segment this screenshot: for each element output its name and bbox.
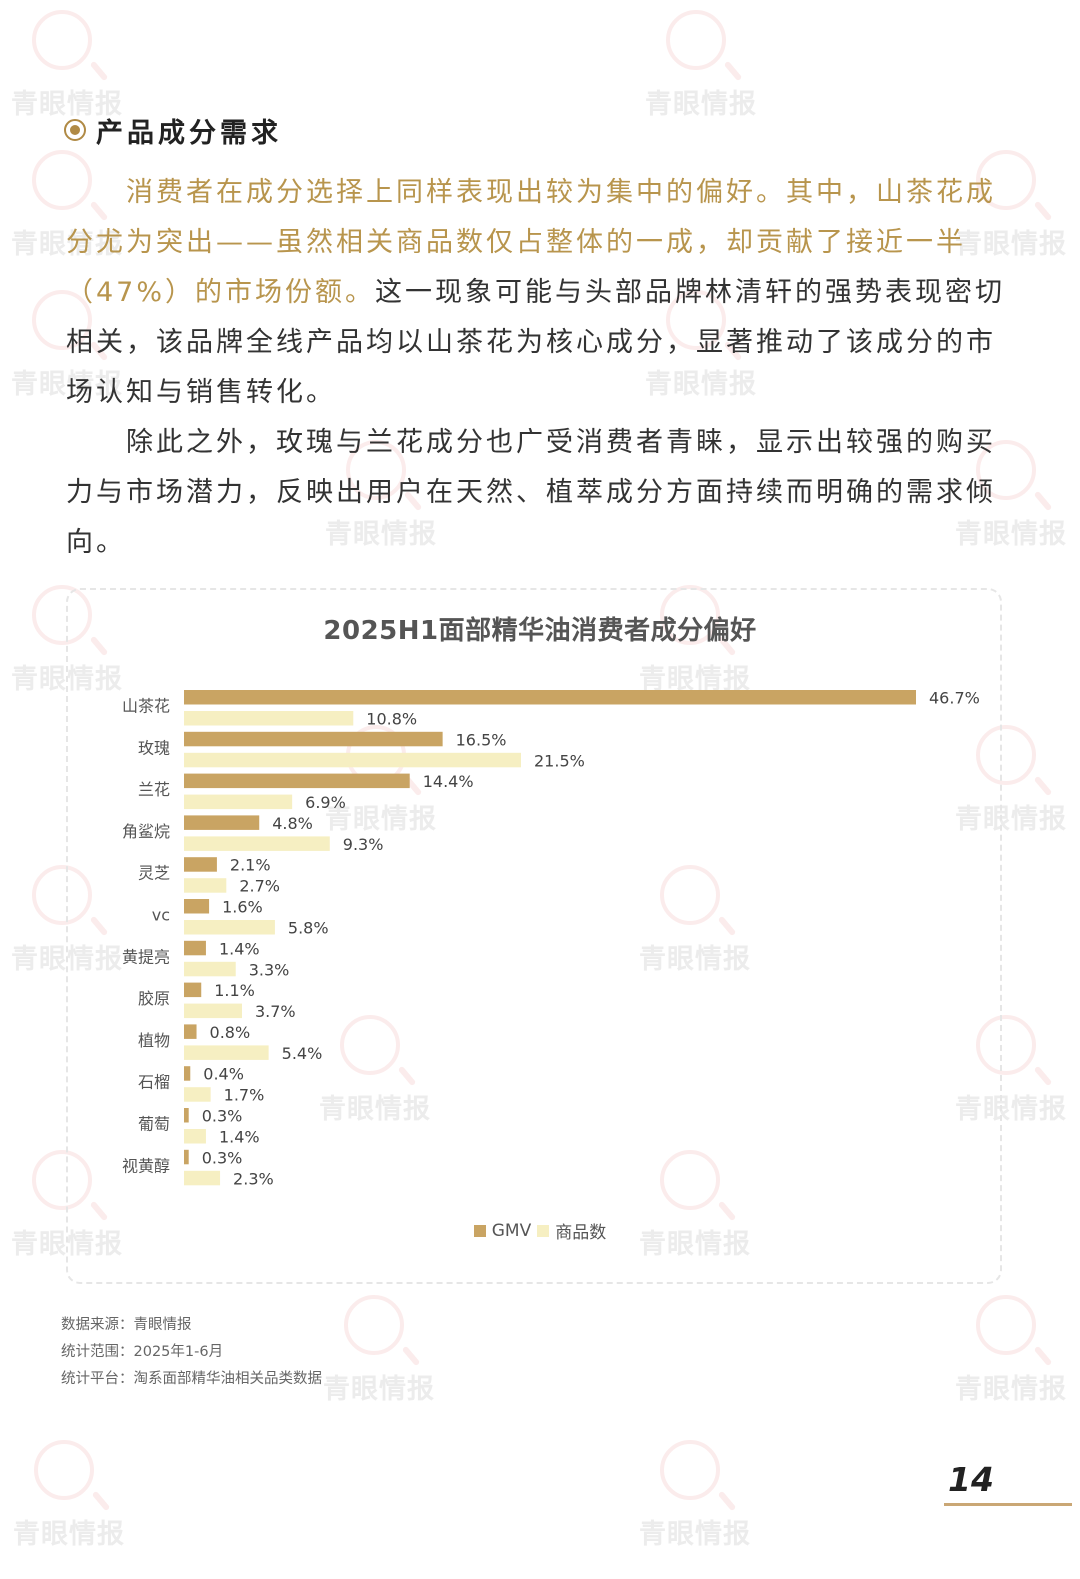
page-number-rule — [944, 1503, 1072, 1506]
paragraph-1-body: 这一现象可能与头部品牌林清轩的强势表现密切相关，该品牌全线产品均以山茶花为核心成… — [66, 277, 1006, 408]
data-label: 5.4% — [282, 1044, 323, 1063]
data-label: 9.3% — [343, 835, 384, 854]
data-label: 21.5% — [534, 751, 585, 770]
bar-product-count — [184, 1170, 221, 1186]
bar-product-count — [184, 711, 354, 726]
data-label: 0.4% — [203, 1065, 244, 1084]
section-title: 产品成分需求 — [96, 117, 282, 149]
bar-product-count — [184, 1003, 242, 1019]
category-label: vc — [152, 906, 170, 925]
category-label: 葡萄 — [138, 1115, 170, 1134]
category-label: 植物 — [138, 1031, 170, 1050]
legend-label-gmv: GMV — [491, 1220, 532, 1241]
bar-product-count — [184, 1087, 211, 1102]
category-label: 黄提亮 — [122, 947, 170, 966]
legend-item-gmv: GMV — [473, 1218, 532, 1243]
category-label: 山茶花 — [122, 697, 170, 716]
legend-item-product-count: 商品数 — [537, 1218, 606, 1243]
data-label: 1.1% — [214, 981, 255, 1000]
bar-product-count — [184, 920, 275, 935]
data-label: 5.8% — [288, 919, 329, 938]
chart-container — [66, 588, 1002, 1284]
bar-gmv — [184, 1066, 191, 1081]
bar-product-count — [184, 878, 227, 893]
data-label: 0.3% — [202, 1107, 243, 1126]
category-label: 兰花 — [138, 780, 170, 799]
legend-label-product-count: 商品数 — [555, 1223, 607, 1243]
bar-gmv — [184, 940, 206, 956]
chart-legend: GMV 商品数 — [0, 1218, 1080, 1243]
data-label: 2.3% — [233, 1169, 274, 1188]
section-header: 产品成分需求 — [64, 110, 282, 150]
paragraph-1-highlight: 消费者在成分选择上同样表现出较为集中的偏好。其中，山茶花成分尤为突出——虽然相关… — [66, 177, 996, 308]
bar-product-count — [184, 1045, 269, 1060]
legend-swatch-gmv — [473, 1224, 486, 1237]
bar-gmv — [184, 1024, 197, 1039]
paragraph-2-body: 除此之外，玫瑰与兰花成分也广受消费者青睐，显示出较强的购买力与市场潜力，反映出用… — [66, 427, 996, 558]
bar-gmv — [184, 731, 443, 747]
category-label: 角鲨烷 — [122, 822, 170, 841]
chart-title: 2025H1面部精华油消费者成分偏好 — [323, 616, 757, 646]
data-label: 1.4% — [219, 1128, 260, 1147]
footnote-source: 数据来源：青眼情报 — [61, 1317, 192, 1333]
bar-gmv — [184, 1149, 189, 1165]
bar-gmv — [184, 773, 410, 789]
bar-product-count — [184, 961, 236, 977]
bar-gmv — [184, 1108, 189, 1123]
data-label: 10.8% — [366, 710, 417, 729]
data-label: 1.6% — [222, 898, 263, 917]
category-label: 石榴 — [138, 1073, 170, 1092]
paragraph-2: 除此之外，玫瑰与兰花成分也广受消费者青睐，显示出较强的购买力与市场潜力，反映出用… — [66, 418, 1006, 568]
target-bullet-icon — [64, 119, 86, 141]
data-label: 0.8% — [210, 1023, 251, 1042]
paragraph-1: 消费者在成分选择上同样表现出较为集中的偏好。其中，山茶花成分尤为突出——虽然相关… — [66, 168, 1006, 418]
bar-product-count — [184, 794, 293, 810]
bar-gmv — [184, 690, 916, 705]
category-label: 视黄醇 — [122, 1156, 170, 1175]
data-label: 4.8% — [272, 814, 313, 833]
data-label: 1.4% — [219, 939, 260, 958]
page-number: 14 — [948, 1460, 994, 1499]
data-label: 0.3% — [202, 1148, 243, 1167]
bar-product-count — [184, 836, 330, 851]
legend-swatch-product-count — [537, 1224, 550, 1237]
footnotes: 数据来源：青眼情报 统计范围：2025年1-6月 统计平台：淘系面部精华油相关品… — [61, 1312, 322, 1393]
bar-gmv — [184, 857, 217, 872]
data-label: 2.1% — [230, 856, 271, 875]
category-label: 胶原 — [138, 989, 170, 1008]
data-label: 46.7% — [929, 689, 980, 708]
bar-gmv — [184, 982, 202, 998]
footnote-range: 统计范围：2025年1-6月 — [61, 1344, 224, 1360]
bar-product-count — [184, 1129, 206, 1144]
data-label: 16.5% — [456, 730, 507, 749]
data-label: 2.7% — [239, 877, 280, 896]
bar-product-count — [184, 752, 522, 768]
data-label: 3.7% — [255, 1002, 296, 1021]
category-label: 玫瑰 — [138, 738, 170, 757]
data-label: 14.4% — [423, 772, 474, 791]
bar-gmv — [184, 815, 260, 830]
category-label: 灵芝 — [138, 864, 170, 883]
data-label: 1.7% — [224, 1086, 265, 1105]
data-label: 3.3% — [249, 960, 290, 979]
footnote-platform: 统计平台：淘系面部精华油相关品类数据 — [61, 1371, 322, 1387]
data-label: 6.9% — [305, 793, 346, 812]
bar-gmv — [184, 899, 210, 914]
